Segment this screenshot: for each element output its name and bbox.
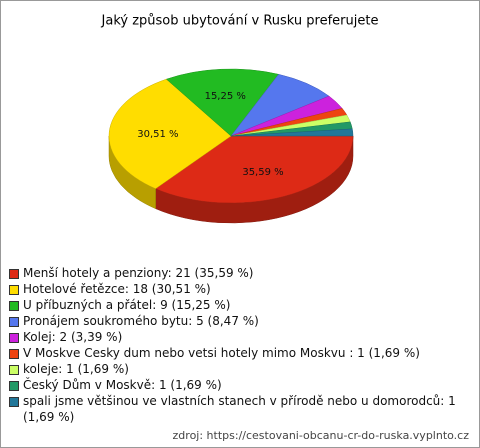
legend-swatch <box>9 381 19 391</box>
legend-item: U příbuzných a přátel: 9 (15,25 %) <box>9 297 464 313</box>
slice <box>165 68 280 137</box>
legend-label: Český Dům v Moskvě: 1 (1,69 %) <box>23 378 222 392</box>
legend-swatch <box>9 349 19 359</box>
legend-label: Menší hotely a penziony: 21 (35,59 %) <box>23 266 254 280</box>
legend-label: koleje: 1 (1,69 %) <box>23 362 129 376</box>
legend-label: V Moskve Cesky dum nebo vetsi hotely mim… <box>23 346 420 360</box>
legend-label: Pronájem soukromého bytu: 5 (8,47 %) <box>23 314 259 328</box>
slice-label: 15,25 % <box>205 91 246 102</box>
slice-label: 30,51 % <box>137 129 178 140</box>
legend-item: Český Dům v Moskvě: 1 (1,69 %) <box>9 377 464 393</box>
legend-item: koleje: 1 (1,69 %) <box>9 361 464 377</box>
legend-swatch <box>9 365 19 375</box>
slice <box>108 78 232 189</box>
slice <box>230 128 354 137</box>
chart-title: Jaký způsob ubytování v Rusku preferujet… <box>101 14 379 29</box>
legend: Menší hotely a penziony: 21 (35,59 %) Hot… <box>9 265 464 425</box>
legend-item: V Moskve Cesky dum nebo vetsi hotely mim… <box>9 345 464 361</box>
legend-item: Kolej: 2 (3,39 %) <box>9 329 464 345</box>
legend-label: Hotelové řetězce: 18 (30,51 %) <box>23 282 211 296</box>
legend-swatch <box>9 397 19 407</box>
slice-label: 35,59 % <box>242 167 283 178</box>
pie-area: Jaký způsob ubytování v Rusku preferujet… <box>101 14 379 224</box>
legend-swatch <box>9 301 19 311</box>
legend-item: Pronájem soukromého bytu: 5 (8,47 %) <box>9 313 464 329</box>
legend-swatch <box>9 285 19 295</box>
source: zdroj: https://cestovani-obcanu-cr-do-ru… <box>172 429 469 442</box>
legend-label: spali jsme většinou ve vlastních stanech… <box>23 394 456 424</box>
legend-item: Menší hotely a penziony: 21 (35,59 %) <box>9 265 464 281</box>
legend-swatch <box>9 317 19 327</box>
legend-swatch <box>9 269 19 279</box>
legend-label: Kolej: 2 (3,39 %) <box>23 330 123 344</box>
legend-item: spali jsme většinou ve vlastních stanech… <box>9 393 464 425</box>
slice <box>155 135 354 204</box>
legend-label: U příbuzných a přátel: 9 (15,25 %) <box>23 298 231 312</box>
legend-item: Hotelové řetězce: 18 (30,51 %) <box>9 281 464 297</box>
legend-swatch <box>9 333 19 343</box>
